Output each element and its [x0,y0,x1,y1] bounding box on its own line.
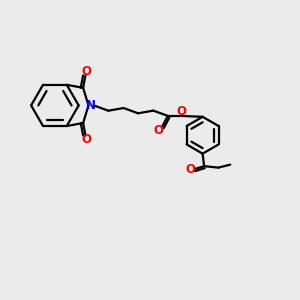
Text: N: N [86,99,96,112]
Text: O: O [81,133,91,146]
Text: O: O [186,163,196,176]
Text: O: O [81,65,91,78]
Text: O: O [176,105,186,118]
Text: O: O [153,124,163,137]
